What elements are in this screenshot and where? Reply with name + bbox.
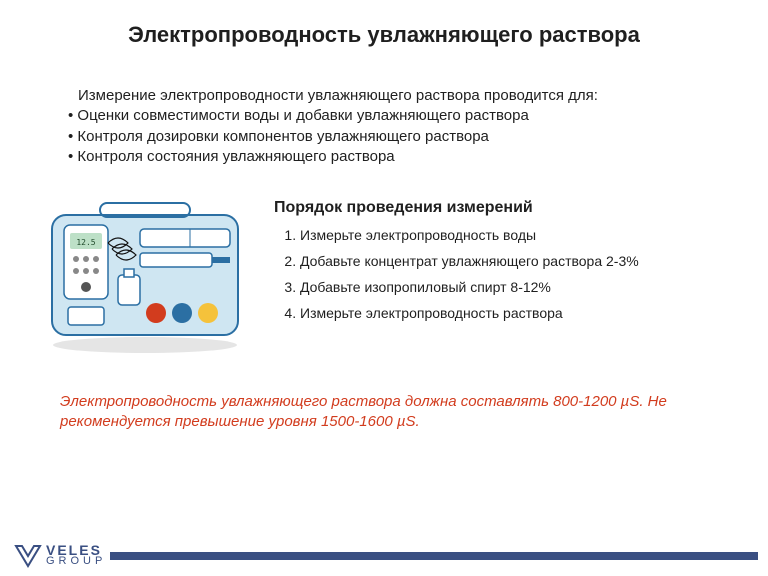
intro-point: Контроля состояния увлажняющего раствора bbox=[68, 147, 698, 167]
footer-bar bbox=[100, 552, 758, 560]
procedure-title: Порядок проведения измерений bbox=[274, 199, 748, 217]
procedure-step: Добавьте изопропиловый спирт 8-12% bbox=[300, 279, 748, 295]
procedure-block: Порядок проведения измерений Измерьте эл… bbox=[274, 195, 748, 331]
intro-lead: Измерение электропроводности увлажняющег… bbox=[78, 86, 698, 106]
bottle-icon bbox=[118, 275, 140, 305]
intro-point: Контроля дозировки компонентов увлажняющ… bbox=[68, 127, 698, 147]
dot-icon bbox=[146, 303, 166, 323]
intro-point: Оценки совместимости воды и добавки увла… bbox=[68, 106, 698, 126]
logo: VELES GROUP bbox=[10, 542, 110, 570]
device-shadow-icon bbox=[53, 337, 237, 353]
small-box-icon bbox=[68, 307, 104, 325]
procedure-step: Добавьте концентрат увлажняющего раствор… bbox=[300, 253, 748, 269]
procedure-step: Измерьте электропроводность раствора bbox=[300, 305, 748, 321]
intro-block: Измерение электропроводности увлажняющег… bbox=[0, 48, 768, 167]
logo-mark-icon bbox=[14, 542, 42, 570]
procedure-list: Измерьте электропроводность воды Добавьт… bbox=[274, 227, 748, 321]
procedure-step: Измерьте электропроводность воды bbox=[300, 227, 748, 243]
footnote: Электропроводность увлажняющего раствора… bbox=[0, 360, 768, 433]
probe-icon bbox=[140, 229, 230, 247]
syringe-icon bbox=[140, 253, 212, 267]
dot-icon bbox=[198, 303, 218, 323]
device-illustration: 12.5 bbox=[40, 195, 250, 360]
dot-icon bbox=[172, 303, 192, 323]
footer: VELES GROUP bbox=[0, 534, 768, 576]
meter-readout: 12.5 bbox=[76, 238, 95, 247]
page-title: Электропроводность увлажняющего раствора bbox=[0, 0, 768, 48]
intro-list: Оценки совместимости воды и добавки увла… bbox=[78, 106, 698, 167]
logo-line2: GROUP bbox=[46, 557, 106, 566]
